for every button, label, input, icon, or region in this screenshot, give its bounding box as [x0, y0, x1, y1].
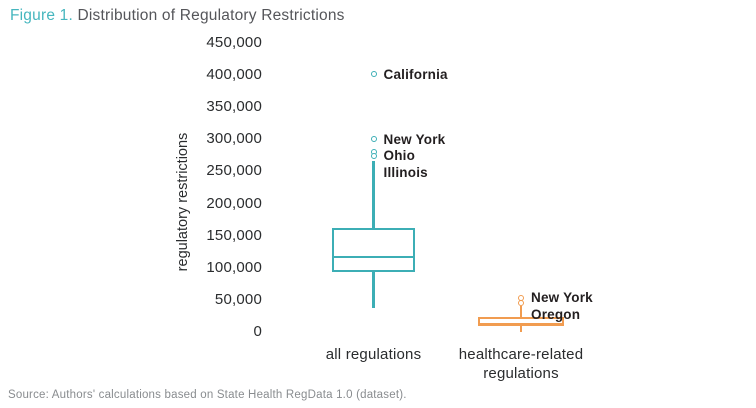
outlier-label: California: [383, 66, 448, 82]
y-axis-tick-label: 250,000: [206, 162, 262, 180]
outlier-point: [370, 153, 377, 160]
figure-label: Figure 1.: [10, 7, 73, 24]
y-axis-title: regulatory restrictions: [175, 132, 191, 272]
upper-whisker: [519, 306, 523, 317]
x-axis-category-label: all regulations: [325, 346, 422, 363]
outlier-label: Ohio: [383, 148, 416, 164]
figure-title-text: Distribution of Regulatory Restrictions: [77, 7, 345, 24]
outlier-point: [370, 71, 377, 78]
y-axis-tick-label: 50,000: [214, 290, 262, 308]
box-iqr: [478, 316, 564, 327]
outlier-label: New York: [531, 290, 593, 306]
y-axis-tick-label: 100,000: [206, 258, 262, 276]
outlier-point: [370, 136, 377, 143]
y-axis-tick-label: 150,000: [206, 226, 262, 244]
y-axis-tick-label: 200,000: [206, 194, 262, 212]
y-axis-tick-label: 300,000: [206, 130, 262, 148]
y-axis-tick-label: 0: [253, 323, 262, 340]
y-axis-tick-label: 350,000: [206, 98, 262, 116]
median-line: [334, 255, 413, 258]
outlier-label: Oregon: [531, 306, 581, 322]
y-axis-tick-label: 400,000: [206, 66, 262, 84]
figure-title: Figure 1. Distribution of Regulatory Res…: [10, 7, 345, 25]
outlier-point: [518, 300, 524, 307]
lower-whisker: [372, 271, 375, 308]
y-axis-tick-label: 450,000: [206, 34, 262, 51]
upper-whisker: [372, 160, 375, 228]
box-iqr: [332, 227, 415, 272]
outlier-label: New York: [383, 131, 446, 147]
lower-whisker: [519, 326, 523, 332]
median-line: [480, 322, 562, 325]
x-axis-category-label: healthcare-related regulations: [458, 346, 584, 382]
outlier-label: Illinois: [383, 164, 428, 180]
source-note: Source: Authors' calculations based on S…: [8, 389, 407, 401]
